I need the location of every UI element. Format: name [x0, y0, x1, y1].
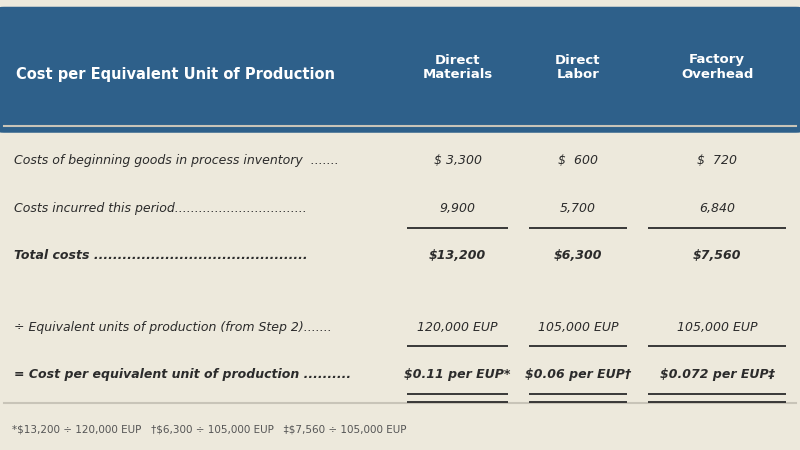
Text: $13,200: $13,200 — [429, 249, 486, 262]
Text: $0.072 per EUP‡: $0.072 per EUP‡ — [660, 368, 774, 381]
Text: 9,900: 9,900 — [440, 202, 475, 215]
FancyBboxPatch shape — [4, 112, 796, 126]
Text: $  600: $ 600 — [558, 154, 598, 167]
Text: = Cost per equivalent unit of production ..........: = Cost per equivalent unit of production… — [14, 368, 350, 381]
Text: $0.11 per EUP*: $0.11 per EUP* — [405, 368, 510, 381]
Text: 5,700: 5,700 — [560, 202, 596, 215]
Text: Costs incurred this period.................................: Costs incurred this period..............… — [14, 202, 306, 215]
Text: ÷ Equivalent units of production (from Step 2).......: ÷ Equivalent units of production (from S… — [14, 320, 331, 333]
Text: $ 3,300: $ 3,300 — [434, 154, 482, 167]
Text: $  720: $ 720 — [698, 154, 738, 167]
Text: *$13,200 ÷ 120,000 EUP   †$6,300 ÷ 105,000 EUP   ‡$7,560 ÷ 105,000 EUP: *$13,200 ÷ 120,000 EUP †$6,300 ÷ 105,000… — [12, 425, 406, 435]
Text: 105,000 EUP: 105,000 EUP — [677, 320, 758, 333]
Text: Costs of beginning goods in process inventory  .......: Costs of beginning goods in process inve… — [14, 154, 338, 167]
Text: Cost per Equivalent Unit of Production: Cost per Equivalent Unit of Production — [16, 67, 335, 82]
Text: Direct
Labor: Direct Labor — [555, 54, 601, 81]
Text: $6,300: $6,300 — [554, 249, 602, 262]
Text: $7,560: $7,560 — [693, 249, 742, 262]
Text: 6,840: 6,840 — [699, 202, 735, 215]
Text: $0.06 per EUP†: $0.06 per EUP† — [525, 368, 631, 381]
Text: 120,000 EUP: 120,000 EUP — [418, 320, 498, 333]
FancyBboxPatch shape — [0, 7, 800, 133]
Text: Total costs .............................................: Total costs ............................… — [14, 249, 307, 262]
Text: 105,000 EUP: 105,000 EUP — [538, 320, 618, 333]
Text: Direct
Materials: Direct Materials — [422, 54, 493, 81]
Text: Factory
Overhead: Factory Overhead — [681, 54, 754, 81]
